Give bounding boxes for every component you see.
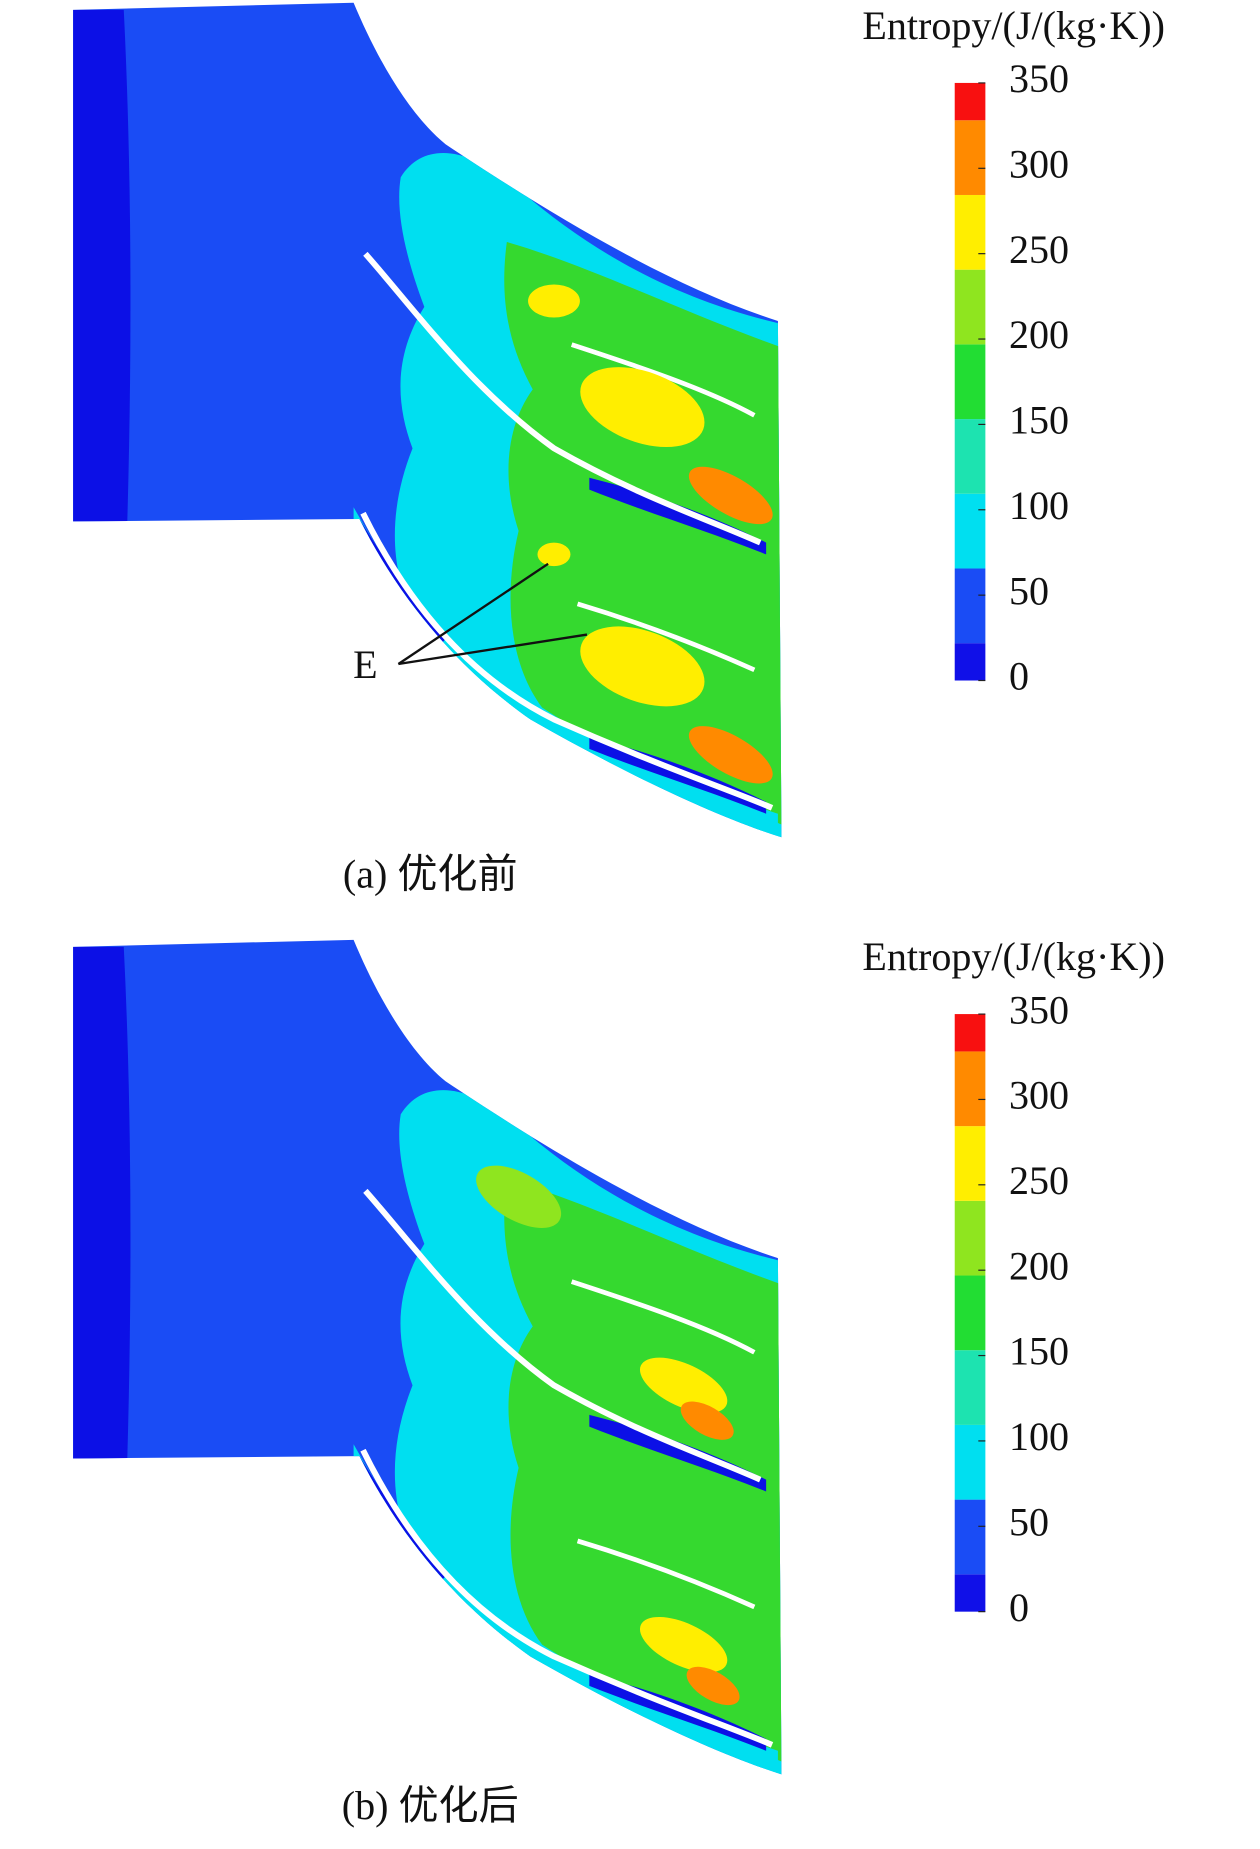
colorbar-band (954, 568, 986, 644)
panel-label: (b) 优化后 (342, 1783, 519, 1828)
colorbar-title: Entropy/(J/(kg·K)) (862, 934, 1165, 979)
panel-label: (a) 优化前 (343, 852, 518, 897)
colorbar-band (954, 1275, 986, 1351)
colorbar-tick-label: 0 (1009, 1585, 1029, 1630)
colorbar-tick-label: 250 (1009, 1158, 1069, 1203)
colorbar-band (954, 120, 986, 195)
colorbar-band (954, 643, 986, 681)
colorbar-band (954, 1574, 986, 1612)
colorbar-band (954, 1350, 986, 1425)
colorbar-band (954, 269, 986, 345)
colorbar-tick-label: 300 (1009, 1073, 1069, 1118)
colorbar-band (954, 1424, 986, 1500)
colorbar-tick-label: 350 (1009, 56, 1069, 101)
colorbar-band (954, 82, 986, 121)
colorbar-band (954, 1200, 986, 1276)
colorbar-tick-label: 300 (1009, 142, 1069, 187)
colorbar-band (954, 1051, 986, 1127)
colorbar-band (954, 493, 986, 569)
colorbar-tick-label: 200 (1009, 1243, 1069, 1288)
colorbar-tick-label: 100 (1009, 483, 1069, 528)
colorbar-band (954, 344, 986, 420)
colorbar-band (954, 1014, 986, 1052)
colorbar-tick-label: 200 (1009, 312, 1069, 357)
colorbar-tick-label: 250 (1009, 227, 1069, 272)
colorbar-tick-label: 50 (1009, 568, 1049, 613)
colorbar-tick-label: 0 (1009, 654, 1029, 699)
colorbar-tick-label: 100 (1009, 1414, 1069, 1459)
colorbar-band (954, 419, 986, 494)
colorbar: Entropy/(J/(kg·K)) 0 50 100 150 200 250 300 350 (… (343, 3, 1165, 897)
colorbar-band (954, 1499, 986, 1575)
colorbar-band (954, 1126, 986, 1201)
colorbar-tick-label: 50 (1009, 1499, 1049, 1544)
colorbar-tick-label: 350 (1009, 987, 1069, 1032)
colorbar-title: Entropy/(J/(kg·K)) (862, 3, 1165, 48)
colorbar-band (954, 194, 986, 270)
contour-a (73, 3, 784, 840)
colorbar: Entropy/(J/(kg·K)) 0 50 100 150 200 250 300 350 (… (342, 934, 1165, 1828)
colorbar-tick-label: 150 (1009, 398, 1069, 443)
contour-b (73, 940, 784, 1777)
annotation: E (353, 642, 377, 687)
colorbar-tick-label: 150 (1009, 1329, 1069, 1374)
